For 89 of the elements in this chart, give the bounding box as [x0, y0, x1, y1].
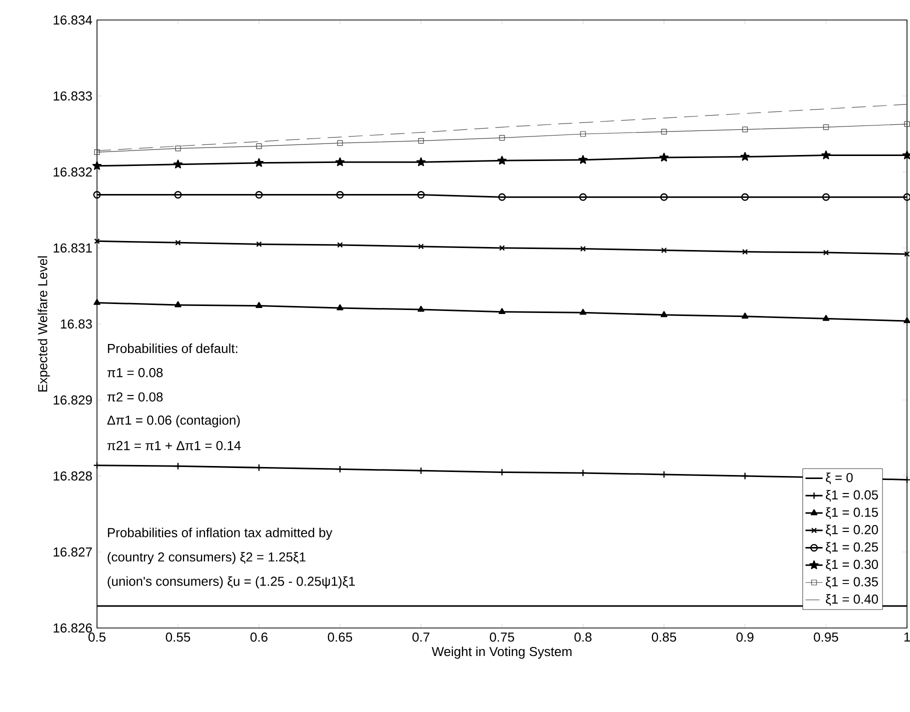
- point: [337, 140, 343, 146]
- point: [904, 121, 910, 127]
- point: [741, 193, 749, 201]
- point: [499, 245, 505, 251]
- legend-label: ξ1 = 0.40: [826, 594, 878, 606]
- point: [92, 161, 102, 170]
- x-tick-label: 0.7: [412, 632, 430, 642]
- x-tick-label: 0.55: [166, 632, 190, 642]
- point: [580, 131, 586, 137]
- x-tick-label: 0.5: [88, 632, 106, 642]
- point: [823, 250, 829, 256]
- y-tick-label: 16.83: [60, 319, 92, 329]
- point: [660, 193, 668, 201]
- annotation: π1 = 0.08: [107, 368, 163, 378]
- annotation: (union's consumers) ξu = (1.25 - 0.25ψ1)ξ1: [108, 576, 355, 588]
- legend-label: ξ1 = 0.20: [826, 524, 878, 536]
- point: [175, 146, 181, 152]
- y-tick-label: 16.828: [54, 471, 92, 481]
- y-tick-label: 16.831: [54, 243, 92, 253]
- x-tick-label: 0.6: [250, 632, 268, 642]
- point: [418, 244, 424, 250]
- point: [417, 190, 425, 199]
- point: [903, 193, 910, 201]
- point: [659, 152, 669, 162]
- point: [742, 312, 748, 319]
- x-tick-label: 0.9: [736, 632, 754, 642]
- y-tick-label: 16.826: [54, 623, 92, 633]
- point: [337, 242, 343, 248]
- annotation: Probabilities of inflation tax admitted by: [108, 528, 332, 540]
- legend-label: ξ1 = 0.15: [826, 507, 878, 520]
- y-tick-label: 16.834: [54, 15, 92, 25]
- legend-label: ξ = 0: [826, 472, 853, 484]
- point: [742, 248, 748, 255]
- point: [661, 247, 667, 254]
- y-tick-label: 16.829: [54, 395, 92, 405]
- point: [823, 124, 829, 130]
- point: [822, 193, 830, 201]
- y-tick-label: 16.832: [54, 167, 92, 177]
- legend-label: ξ1 = 0.25: [826, 542, 878, 554]
- point: [660, 311, 668, 318]
- y-tick-label: 16.833: [54, 91, 92, 101]
- x-tick-label: 0.85: [652, 632, 676, 642]
- x-tick-label: 1: [904, 632, 910, 642]
- point: [580, 246, 586, 252]
- point: [418, 138, 424, 144]
- point: [497, 156, 507, 165]
- point: [336, 190, 344, 199]
- point: [175, 240, 181, 246]
- x-axis-title: Weight in Voting System: [432, 646, 572, 659]
- y-axis-title: Expected Welfare Level: [38, 256, 50, 392]
- x-tick-label: 0.65: [328, 632, 352, 642]
- point: [256, 241, 262, 248]
- point: [336, 304, 344, 310]
- point: [821, 150, 831, 160]
- point: [94, 298, 100, 305]
- point: [173, 160, 183, 168]
- point: [255, 190, 263, 199]
- point: [580, 308, 586, 315]
- point: [498, 308, 506, 314]
- point: [822, 314, 830, 321]
- annotation: (country 2 consumers) ξ2 = 1.25ξ1: [108, 552, 306, 564]
- point: [174, 301, 182, 308]
- point: [742, 126, 748, 132]
- annotation: Probabilities of default:: [108, 344, 238, 354]
- annotation: π21 = π1 + Δπ1 = 0.14: [107, 440, 241, 450]
- annotation: π2 = 0.08: [107, 392, 163, 402]
- point: [499, 134, 505, 141]
- legend-label: ξ1 = 0.30: [826, 559, 878, 572]
- point: [418, 306, 424, 312]
- x-tick-label: 0.95: [814, 632, 838, 642]
- legend-label: ξ1 = 0.35: [826, 576, 878, 588]
- point: [416, 157, 426, 166]
- point: [740, 152, 750, 161]
- point: [93, 190, 101, 199]
- x-tick-label: 0.75: [490, 632, 514, 642]
- x-tick-label: 0.8: [574, 632, 592, 642]
- point: [661, 128, 667, 135]
- point: [578, 155, 588, 164]
- point: [498, 193, 506, 201]
- point: [256, 302, 262, 308]
- point: [579, 193, 587, 201]
- y-tick-label: 16.827: [54, 547, 92, 557]
- point: [335, 157, 345, 166]
- point: [254, 158, 264, 167]
- point: [94, 149, 100, 156]
- point: [174, 190, 182, 199]
- point: [256, 143, 262, 149]
- legend-label: ξ1 = 0.05: [826, 490, 878, 502]
- annotation: Δπ1 = 0.06 (contagion): [107, 415, 240, 428]
